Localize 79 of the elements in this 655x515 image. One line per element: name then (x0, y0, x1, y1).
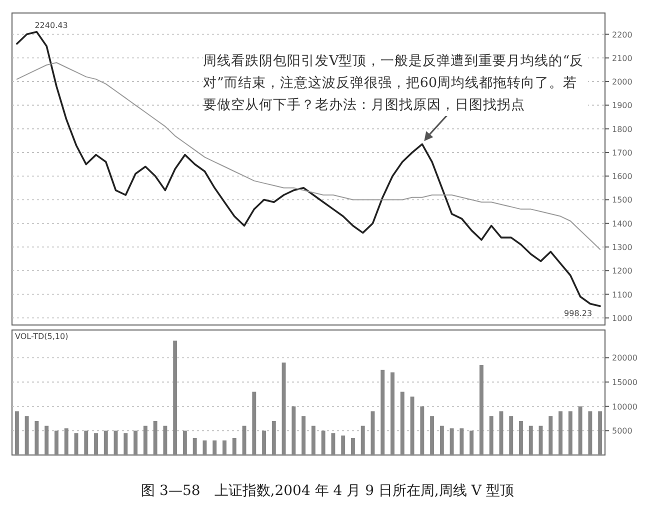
bar (252, 392, 256, 455)
bar (578, 406, 582, 455)
annotation: 2240.43 (34, 20, 68, 30)
bar (54, 430, 58, 455)
bar (163, 426, 168, 455)
bar (124, 433, 128, 455)
bar (341, 436, 346, 455)
bar (24, 416, 29, 455)
bar (479, 365, 484, 455)
y-tick-label: 20000 (612, 354, 638, 363)
bar (262, 430, 266, 455)
y-tick-label: 1800 (612, 124, 632, 134)
bar (470, 430, 474, 455)
bar (202, 440, 207, 455)
bar (519, 420, 523, 455)
bar (568, 411, 572, 455)
y-tick-label: 2200 (612, 30, 632, 40)
bar (104, 430, 108, 455)
y-tick-label: 1200 (612, 266, 632, 276)
bar (450, 428, 454, 455)
y-tick-label: 1400 (612, 219, 632, 228)
y-tick-label: 2000 (612, 78, 632, 87)
y-tick-label: 1500 (612, 196, 632, 205)
chart-title: VOL-TD(5,10) (15, 332, 68, 341)
bar (44, 426, 49, 455)
y-tick-label: 1000 (612, 314, 632, 323)
bar (390, 372, 394, 455)
bar (410, 396, 414, 455)
y-tick-label: 1700 (612, 148, 632, 158)
annotation: 周线看跌阴包阳引发V型顶，一般是反弹遭到重要月均线的“反对”而结束，注意这波反弹很强，把60周均线都拖转向了。若要做空从何下手？老办法：月图找原因，日图找拐点 (203, 50, 588, 116)
bar (182, 430, 187, 455)
bar (34, 420, 39, 455)
caption: 图 3—58 上证指数,2004 年 4 月 9 日所在周,周线 V 型顶 (140, 482, 515, 500)
bar (380, 370, 385, 455)
y-tick-label: 15000 (612, 378, 638, 388)
bar (272, 420, 276, 455)
bar (222, 440, 226, 455)
bar (143, 426, 148, 455)
bar (292, 406, 296, 455)
bar (64, 428, 68, 455)
bar (173, 340, 178, 455)
y-tick-label: 1600 (612, 172, 632, 182)
bar (14, 411, 19, 455)
bar (588, 411, 592, 455)
bar (212, 440, 217, 455)
bar (509, 416, 514, 455)
bar (321, 430, 326, 455)
y-tick-label: 10000 (612, 402, 638, 412)
bar (558, 411, 562, 455)
bar (400, 392, 404, 455)
bar (331, 433, 336, 455)
y-tick-label: 5000 (612, 426, 632, 436)
bar (420, 406, 424, 455)
line-series (16, 31, 601, 307)
y-tick-label: 1900 (612, 101, 632, 110)
bar (548, 416, 553, 455)
bar (84, 430, 88, 455)
bar (489, 416, 494, 455)
y-tick-label: 1100 (612, 290, 632, 300)
annotation: 998.23 (564, 309, 592, 318)
bar (528, 426, 533, 455)
bar (302, 416, 306, 455)
bar (311, 426, 316, 455)
bar (114, 430, 118, 455)
bar (460, 428, 464, 455)
bar (598, 411, 602, 455)
y-tick-label: 2100 (612, 54, 632, 63)
bar (282, 362, 286, 455)
bar (153, 420, 158, 455)
bar (499, 411, 504, 455)
bar (94, 433, 98, 455)
bar (134, 430, 138, 455)
bar (430, 416, 434, 455)
bar (351, 438, 355, 455)
bar (440, 426, 444, 455)
bar (232, 438, 236, 455)
bar (360, 426, 365, 455)
y-tick-label: 1300 (612, 243, 632, 252)
bar (192, 438, 197, 455)
